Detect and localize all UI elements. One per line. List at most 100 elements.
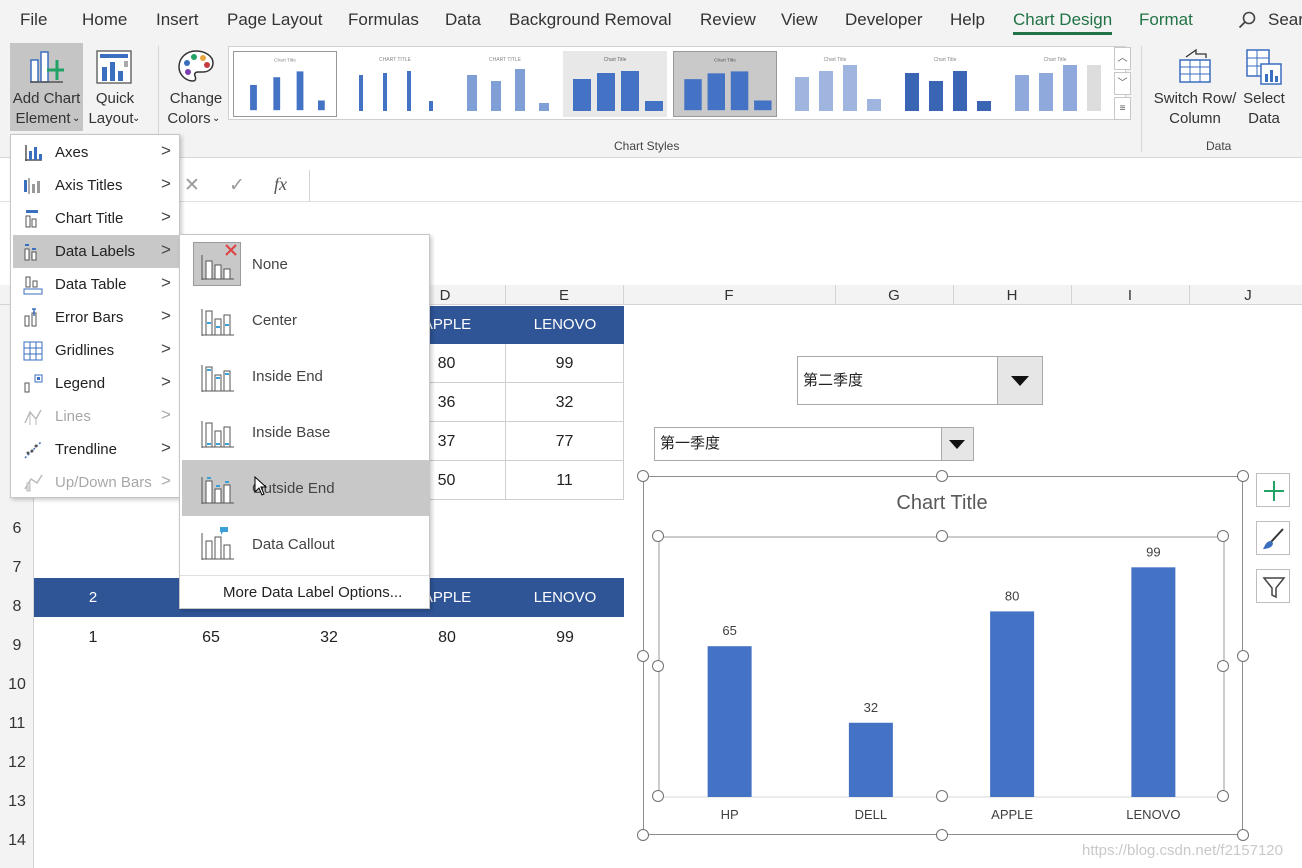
- tab-view[interactable]: View: [781, 10, 818, 29]
- quarter-combo-1[interactable]: 第一季度: [654, 427, 974, 461]
- tab-file[interactable]: File: [20, 10, 48, 29]
- plot-area-handle[interactable]: [936, 790, 948, 802]
- select-data-button[interactable]: Select Data: [1238, 43, 1290, 131]
- quick-layout-button[interactable]: Quick Layout ⌄: [84, 43, 146, 131]
- category-label[interactable]: APPLE: [991, 807, 1033, 822]
- more-data-label-options[interactable]: More Data Label Options...: [223, 584, 403, 601]
- chart-resize-handle[interactable]: [1237, 829, 1249, 841]
- chart-style-thumb-7[interactable]: Chart Title: [893, 51, 997, 117]
- menu-item-error-bars[interactable]: Error Bars >: [13, 301, 179, 334]
- table2-header-lenovo[interactable]: LENOVO: [506, 579, 624, 617]
- formula-input[interactable]: [310, 170, 1302, 202]
- menu-item-axes[interactable]: Axes >: [13, 136, 179, 169]
- row-header-6[interactable]: 6: [12, 520, 22, 537]
- table-cell[interactable]: 99: [506, 344, 624, 383]
- chart-style-thumb-5[interactable]: Chart Title: [673, 51, 777, 117]
- gallery-scroll-down-button[interactable]: ﹀: [1114, 72, 1131, 95]
- data-label[interactable]: 99: [1146, 544, 1160, 559]
- chart-resize-handle[interactable]: [936, 829, 948, 841]
- row-header-12[interactable]: 12: [8, 754, 26, 771]
- category-label[interactable]: DELL: [855, 807, 888, 822]
- insert-function-icon[interactable]: fx: [274, 174, 287, 194]
- plot-area-handle[interactable]: [1217, 530, 1229, 542]
- data-label[interactable]: 32: [864, 700, 878, 715]
- tab-formulas[interactable]: Formulas: [348, 10, 419, 29]
- tab-data[interactable]: Data: [445, 10, 481, 29]
- tab-chart-design[interactable]: Chart Design: [1013, 10, 1113, 35]
- column-header-h[interactable]: H: [1006, 287, 1018, 304]
- data-label[interactable]: 80: [1005, 588, 1019, 603]
- bar-lenovo[interactable]: [1131, 567, 1176, 797]
- category-label[interactable]: HP: [721, 807, 739, 822]
- dropdown-arrow-button[interactable]: [941, 428, 973, 460]
- chart-resize-handle[interactable]: [1237, 650, 1249, 662]
- plot-area-handle[interactable]: [936, 530, 948, 542]
- dropdown-arrow-button[interactable]: [997, 357, 1042, 404]
- tab-format[interactable]: Format: [1139, 10, 1193, 29]
- change-colors-button[interactable]: Change Colors ⌄: [166, 43, 226, 131]
- column-header-g[interactable]: G: [888, 287, 900, 304]
- bar-hp[interactable]: [707, 646, 752, 797]
- submenu-item-inside-end[interactable]: Inside End: [182, 348, 429, 404]
- table-cell[interactable]: 1: [88, 629, 98, 646]
- row-header-9[interactable]: 9: [12, 637, 22, 654]
- chart-resize-handle[interactable]: [637, 650, 649, 662]
- column-header-f[interactable]: F: [724, 287, 734, 304]
- chart-style-thumb-3[interactable]: CHART TITLE: [453, 51, 557, 117]
- chart-style-thumb-4[interactable]: Chart Title: [563, 51, 667, 117]
- tab-review[interactable]: Review: [700, 10, 756, 29]
- table-cell[interactable]: 99: [556, 629, 574, 646]
- table-cell[interactable]: 50: [388, 461, 506, 500]
- plot-area-handle[interactable]: [652, 790, 664, 802]
- cancel-icon[interactable]: ✕: [184, 175, 200, 196]
- enter-icon[interactable]: ✓: [229, 175, 245, 196]
- chart-filters-button[interactable]: [1256, 569, 1290, 603]
- table-cell[interactable]: 65: [202, 629, 220, 646]
- quarter-combo-2[interactable]: 第二季度: [797, 356, 1043, 405]
- tab-page-layout[interactable]: Page Layout: [227, 10, 323, 29]
- plot-area-handle[interactable]: [652, 530, 664, 542]
- submenu-item-outside-end[interactable]: Outside End: [182, 460, 429, 516]
- submenu-item-center[interactable]: Center: [182, 292, 429, 348]
- table-cell[interactable]: 32: [506, 383, 624, 422]
- plot-area-handle[interactable]: [1217, 660, 1229, 672]
- table-cell[interactable]: 32: [320, 629, 338, 646]
- menu-item-data-table[interactable]: Data Table >: [13, 268, 179, 301]
- column-header-e[interactable]: E: [558, 287, 569, 304]
- table2-header-a[interactable]: 2: [34, 579, 152, 617]
- row-header-11[interactable]: 11: [8, 715, 26, 732]
- table-cell[interactable]: 80: [388, 344, 506, 383]
- chart-styles-button[interactable]: [1256, 521, 1290, 555]
- chart-resize-handle[interactable]: [637, 470, 649, 482]
- menu-item-data-labels[interactable]: Data Labels >: [13, 235, 179, 268]
- row-header-8[interactable]: 8: [12, 598, 22, 615]
- chart-style-thumb-6[interactable]: Chart Title: [783, 51, 887, 117]
- switch-row-column-button[interactable]: Switch Row/ Column: [1150, 43, 1240, 131]
- tab-home[interactable]: Home: [82, 10, 128, 29]
- tab-help[interactable]: Help: [950, 10, 985, 29]
- table-cell[interactable]: 77: [506, 422, 624, 461]
- tab-insert[interactable]: Insert: [156, 10, 199, 29]
- chart-styles-gallery[interactable]: Chart Title CHART TITLE CHART TITLE Char…: [228, 46, 1131, 120]
- column-header-d[interactable]: D: [439, 287, 451, 304]
- menu-item-chart-title[interactable]: Chart Title >: [13, 202, 179, 235]
- chart-resize-handle[interactable]: [1237, 470, 1249, 482]
- chart-resize-handle[interactable]: [936, 470, 948, 482]
- column-header-j[interactable]: J: [1244, 287, 1252, 304]
- menu-item-trendline[interactable]: Trendline >: [13, 433, 179, 466]
- table-cell[interactable]: 37: [388, 422, 506, 461]
- data-label[interactable]: 65: [722, 623, 736, 638]
- bar-apple[interactable]: [990, 611, 1035, 797]
- chart-title[interactable]: Chart Title: [896, 492, 987, 514]
- menu-item-axis-titles[interactable]: Axis Titles >: [13, 169, 179, 202]
- chart-style-thumb-2[interactable]: CHART TITLE: [343, 51, 447, 117]
- chart-resize-handle[interactable]: [637, 829, 649, 841]
- search-label[interactable]: Sear: [1268, 10, 1302, 29]
- table-cell[interactable]: 36: [388, 383, 506, 422]
- plot-area-handle[interactable]: [1217, 790, 1229, 802]
- submenu-item-data-callout[interactable]: Data Callout: [182, 516, 429, 572]
- table-cell[interactable]: 80: [438, 629, 456, 646]
- table-cell[interactable]: 11: [506, 461, 624, 500]
- tab-developer[interactable]: Developer: [845, 10, 923, 29]
- gallery-scroll-up-button[interactable]: ︿: [1114, 47, 1131, 70]
